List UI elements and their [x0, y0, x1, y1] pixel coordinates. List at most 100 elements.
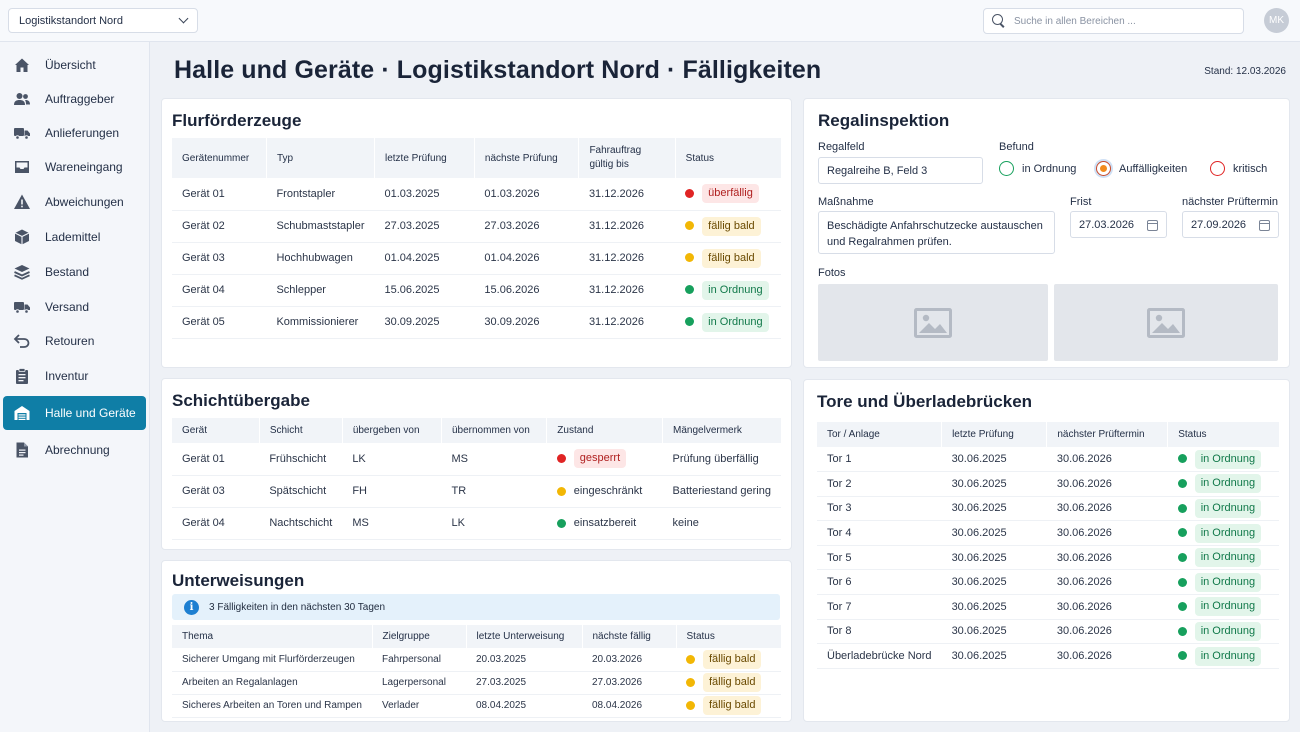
frist-date-field[interactable]: 27.03.2026 — [1070, 211, 1167, 238]
sidebar-item-halle-und-geraete[interactable]: Halle und Geräte — [3, 396, 146, 430]
pruef-date-field[interactable]: 27.09.2026 — [1182, 211, 1279, 238]
status-dot-icon — [556, 453, 566, 463]
layers-icon — [13, 263, 31, 281]
sidebar-item-bestand[interactable]: Bestand — [3, 255, 146, 289]
table-row[interactable]: Gerät 04 Nachtschicht MS LK einsatzbereit kei… — [172, 507, 781, 540]
table-cell: 30.06.2026 — [1046, 643, 1168, 669]
table-row[interactable]: Tor 1 30.06.2025 30.06.2026 in Ordnung — [817, 447, 1279, 473]
sidebar-item-label: Wareneingang — [45, 160, 123, 174]
table-row[interactable]: Tor 6 30.06.2025 30.06.2026 in Ordnung — [817, 569, 1279, 596]
avatar[interactable]: MK — [1264, 8, 1289, 33]
table-row[interactable]: Tor 3 30.06.2025 30.06.2026 in Ordnung — [817, 496, 1279, 522]
sidebar: Übersicht Auftraggeber Anlieferungen War… — [0, 42, 150, 732]
sidebar-item-auftraggeber[interactable]: Auftraggeber — [3, 82, 146, 116]
sidebar-item-anlieferungen[interactable]: Anlieferungen — [3, 116, 146, 150]
table-row[interactable]: Gerät 05 Kommissionierer 30.09.2025 30.09.2… — [172, 306, 781, 339]
sidebar-item-uebersicht[interactable]: Übersicht — [3, 48, 146, 82]
regalfeld-label: Regalfeld — [818, 141, 865, 153]
photo-placeholder[interactable] — [1054, 284, 1278, 361]
sidebar-item-abweichungen[interactable]: Abweichungen — [3, 185, 146, 219]
site-select[interactable]: Logistikstandort Nord — [8, 8, 198, 33]
table-cell: Frühschicht — [259, 443, 343, 476]
table-row[interactable]: Tor 8 30.06.2025 30.06.2026 in Ordnung — [817, 619, 1279, 645]
status-dot-icon — [686, 700, 695, 710]
table-row[interactable]: Gerät 03 Hochhubwagen 01.04.2025 01.04.2026… — [172, 242, 781, 275]
sidebar-item-label: Bestand — [45, 265, 90, 279]
sidebar-item-wareneingang[interactable]: Wareneingang — [3, 150, 146, 184]
regalfeld-field[interactable]: Regalreihe B, Feld 3 — [818, 157, 983, 184]
table-row[interactable]: Gerät 04 Schlepper 15.06.2025 15.06.2026 31.… — [172, 274, 781, 307]
table-cell: Verlader — [372, 694, 466, 718]
status-badge: überfällig — [702, 184, 759, 204]
site-select-value: Logistikstandort Nord — [19, 14, 123, 27]
table-row[interactable]: Tor 4 30.06.2025 30.06.2026 in Ordnung — [817, 520, 1279, 546]
info-banner: i 3 Fälligkeiten in den nächsten 30 Tage… — [172, 594, 780, 620]
table-row[interactable]: Überladebrücke Nord 30.06.2025 30.06.2026 i… — [817, 643, 1279, 669]
befund-option-in-ordnung[interactable]: in Ordnung — [999, 161, 1076, 176]
table-cell: Gerät 01 — [172, 178, 267, 211]
status-dot-icon — [1177, 577, 1187, 587]
massnahme-textarea[interactable]: Beschädigte Anfahrschutzecke austauschen… — [818, 211, 1055, 254]
status-cell: fällig bald — [675, 242, 781, 275]
search-box[interactable] — [983, 8, 1244, 34]
table-row[interactable]: Gerät 01 Frontstapler 01.03.2025 01.03.2026… — [172, 178, 781, 211]
calendar-icon[interactable] — [1259, 220, 1270, 231]
table-cell: 30.06.2025 — [941, 643, 1047, 669]
table-row[interactable]: Gerät 02 Schubmaststapler 27.03.2025 27.03.… — [172, 210, 781, 243]
table-cell: Sicheres Arbeiten an Toren und Rampen — [172, 694, 372, 718]
table-cell: 31.12.2026 — [578, 306, 676, 339]
status-badge: in Ordnung — [1194, 597, 1262, 617]
sidebar-item-abrechnung[interactable]: Abrechnung — [3, 433, 146, 467]
table-row[interactable]: Arbeiten an Regalanlagen Lagerpersonal 27.… — [172, 671, 781, 695]
table-cell: 01.04.2025 — [374, 242, 475, 275]
massnahme-label: Maßnahme — [818, 196, 874, 208]
col-header: Tor / Anlage — [817, 422, 943, 447]
calendar-icon[interactable] — [1147, 220, 1158, 231]
sidebar-item-retouren[interactable]: Retouren — [3, 324, 146, 358]
table-row[interactable]: Tor 2 30.06.2025 30.06.2026 in Ordnung — [817, 471, 1279, 497]
pruef-value: 27.09.2026 — [1191, 218, 1247, 231]
image-icon — [914, 307, 952, 338]
table-row[interactable]: Tor 7 30.06.2025 30.06.2026 in Ordnung — [817, 594, 1279, 620]
sidebar-item-label: Inventur — [45, 369, 89, 383]
search-input[interactable] — [1014, 15, 1234, 27]
status-badge: in Ordnung — [1194, 523, 1262, 543]
befund-option-kritisch[interactable]: kritisch — [1210, 161, 1267, 176]
table-cell: 30.06.2026 — [1046, 471, 1168, 497]
home-icon — [13, 56, 31, 74]
table-cell: Schlepper — [266, 274, 375, 307]
card-regalinspektion: Regalinspektion Regalfeld Regalreihe B, … — [803, 98, 1290, 368]
col-header: nächste fällig — [582, 625, 677, 648]
sidebar-item-label: Halle und Geräte — [45, 406, 136, 420]
table-row[interactable]: Sicherer Umgang mit Flurförderzeugen Fahr… — [172, 648, 781, 672]
sidebar-item-lademittel[interactable]: Lademittel — [3, 220, 146, 254]
table-cell: 31.12.2026 — [578, 274, 676, 307]
sidebar-item-versand[interactable]: Versand — [3, 290, 146, 324]
table-cell: Tor 1 — [817, 447, 942, 473]
table-row[interactable]: Gerät 03 Spätschicht FH TR eingeschränkt Batt… — [172, 475, 781, 508]
status-cell: in Ordnung — [1167, 471, 1279, 497]
sidebar-item-inventur[interactable]: Inventur — [3, 359, 146, 393]
table-cell: 27.03.2026 — [474, 210, 579, 243]
table-cell: 31.12.2026 — [578, 242, 676, 275]
befund-option-auffaelligkeiten[interactable]: Auffälligkeiten — [1096, 161, 1187, 176]
status-badge: fällig bald — [702, 248, 761, 268]
status-cell: in Ordnung — [675, 306, 781, 339]
table-cell: Tor 7 — [817, 594, 942, 620]
col-header: übernommen von — [441, 418, 548, 443]
return-icon — [13, 332, 31, 350]
col-header: Zustand — [546, 418, 664, 443]
table-cell: 30.06.2025 — [941, 447, 1047, 473]
table-cell: 08.04.2025 — [466, 694, 582, 718]
table-row[interactable]: Gerät 01 Frühschicht LK MS gesperrt Prüfung ü… — [172, 443, 781, 476]
table-cell: Nachtschicht — [259, 507, 343, 540]
table-row[interactable]: Sicheres Arbeiten an Toren und Rampen Ver… — [172, 694, 781, 718]
photo-placeholder[interactable] — [818, 284, 1048, 361]
table-cell: Schubmaststapler — [266, 210, 375, 243]
table-cell: 20.03.2025 — [466, 648, 582, 672]
card-flurfoerderzeuge: Flurförderzeuge Gerätenummer Typ letzte … — [161, 98, 792, 368]
table-cell: Hochhubwagen — [266, 242, 375, 275]
col-header: Mängelvermerk — [662, 418, 781, 443]
table-cell: 30.06.2026 — [1046, 545, 1168, 571]
table-row[interactable]: Tor 5 30.06.2025 30.06.2026 in Ordnung — [817, 545, 1279, 571]
